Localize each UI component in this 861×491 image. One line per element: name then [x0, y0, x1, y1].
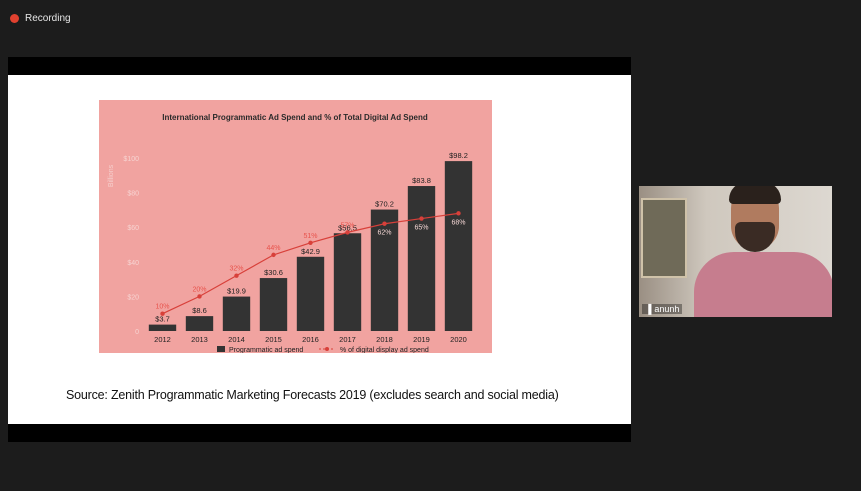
participant-name-tag: ▐ anunh [642, 304, 683, 314]
source-caption: Source: Zenith Programmatic Marketing Fo… [66, 388, 559, 402]
x-tick-label: 2014 [228, 335, 245, 344]
x-tick-label: 2012 [154, 335, 171, 344]
bar-value-label: $30.6 [264, 268, 283, 277]
bar [444, 161, 473, 331]
y-tick-label: 0 [135, 329, 139, 336]
bar [296, 256, 325, 331]
bar-value-label: $42.9 [301, 247, 320, 256]
bar-value-label: $70.2 [375, 200, 394, 209]
chart-title: International Programmatic Ad Spend and … [162, 113, 428, 122]
percent-point [271, 252, 276, 258]
percent-label: 32% [229, 266, 243, 273]
y-tick-label: $20 [127, 294, 139, 301]
participant-hair [729, 186, 781, 204]
percent-label: 10% [155, 304, 169, 311]
percent-point [234, 273, 239, 278]
participant-name: anunh [654, 304, 680, 314]
recording-label: Recording [25, 13, 71, 24]
recording-indicator: Recording [10, 13, 71, 24]
signal-icon: ▐ [645, 304, 652, 314]
bar-value-label: $83.8 [412, 176, 431, 185]
percent-point [382, 221, 387, 226]
legend-line-marker [325, 347, 329, 351]
bar-value-label: $98.2 [449, 151, 468, 160]
percent-point [160, 311, 165, 316]
bar [185, 316, 214, 331]
bar [407, 186, 436, 331]
x-tick-label: 2015 [265, 335, 282, 344]
percent-label: 65% [414, 225, 428, 232]
bar [333, 233, 362, 331]
percent-point [308, 240, 313, 245]
percent-label: 20% [192, 286, 206, 293]
legend-bar-swatch [217, 346, 225, 352]
percent-label: 51% [303, 233, 317, 240]
y-axis-label: Billions [108, 164, 115, 187]
bar-value-label: $8.6 [192, 306, 207, 315]
legend-line-label: % of digital display ad spend [340, 347, 429, 353]
percent-label: 57% [340, 222, 354, 229]
y-tick-label: $60 [127, 225, 139, 232]
percent-point [456, 211, 461, 216]
percent-label: 68% [451, 219, 465, 226]
wall-picture [641, 198, 687, 278]
x-tick-label: 2020 [450, 335, 467, 344]
percent-point [419, 216, 424, 221]
chart-svg: International Programmatic Ad Spend and … [108, 113, 473, 353]
presentation-slide: International Programmatic Ad Spend and … [8, 75, 631, 424]
legend-bar-label: Programmatic ad spend [229, 347, 303, 353]
percent-label: 62% [377, 230, 391, 237]
y-tick-label: $40 [127, 260, 139, 267]
percent-point [345, 230, 350, 235]
percent-point [197, 294, 202, 299]
y-tick-label: $80 [127, 191, 139, 198]
x-tick-label: 2018 [376, 335, 393, 344]
record-icon [10, 14, 19, 23]
bar [222, 296, 251, 331]
participant-shirt [694, 252, 832, 317]
percent-label: 44% [266, 245, 280, 252]
y-tick-label: $100 [123, 156, 139, 163]
bar [370, 209, 399, 331]
bar [259, 278, 288, 331]
x-tick-label: 2016 [302, 335, 319, 344]
participant-video[interactable]: ▐ anunh [639, 186, 832, 317]
bar-value-label: $19.9 [227, 287, 246, 296]
chart: International Programmatic Ad Spend and … [99, 100, 492, 353]
x-tick-label: 2017 [339, 335, 356, 344]
bar-value-label: $3.7 [155, 315, 170, 324]
bar-value-label: $56.5 [338, 223, 357, 232]
bar [148, 324, 177, 331]
shared-screen: International Programmatic Ad Spend and … [8, 57, 631, 442]
x-tick-label: 2013 [191, 335, 208, 344]
x-tick-label: 2019 [413, 335, 430, 344]
